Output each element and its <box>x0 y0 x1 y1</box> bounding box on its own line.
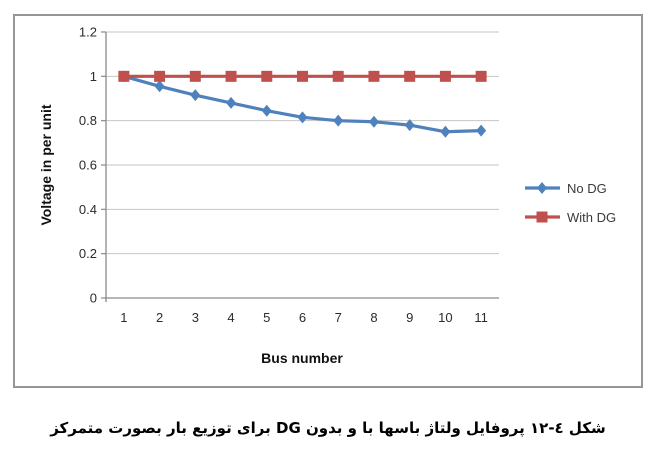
svg-text:0.6: 0.6 <box>79 158 97 173</box>
svg-text:5: 5 <box>263 310 270 325</box>
y-axis-title: Voltage in per unit <box>38 104 54 226</box>
svg-text:7: 7 <box>335 310 342 325</box>
x-axis-title: Bus number <box>261 350 343 366</box>
legend-label: With DG <box>567 209 617 225</box>
no-dg-legend-marker-icon <box>525 182 560 194</box>
svg-text:0.8: 0.8 <box>79 113 97 128</box>
svg-text:0: 0 <box>90 291 97 306</box>
svg-text:2: 2 <box>156 310 163 325</box>
legend-item-no-dg: No DG <box>524 176 616 200</box>
svg-text:8: 8 <box>370 310 377 325</box>
svg-text:9: 9 <box>406 310 413 325</box>
svg-text:6: 6 <box>299 310 306 325</box>
svg-text:0.2: 0.2 <box>79 246 97 261</box>
svg-text:10: 10 <box>438 310 452 325</box>
legend-item-with-dg: With DG <box>524 205 616 229</box>
svg-text:0.4: 0.4 <box>79 202 97 217</box>
svg-text:1.2: 1.2 <box>79 25 97 40</box>
svg-text:1: 1 <box>90 69 97 84</box>
svg-text:3: 3 <box>192 310 199 325</box>
legend-label: No DG <box>567 180 607 196</box>
legend: No DG With DG <box>524 176 616 229</box>
svg-text:4: 4 <box>227 310 234 325</box>
figure-caption: شکل ٤-١٢ پروفایل ولتاژ باسها با و بدون D… <box>50 419 606 437</box>
svg-text:1: 1 <box>120 310 127 325</box>
svg-text:11: 11 <box>474 310 488 325</box>
with-dg-legend-marker-icon <box>525 211 560 223</box>
